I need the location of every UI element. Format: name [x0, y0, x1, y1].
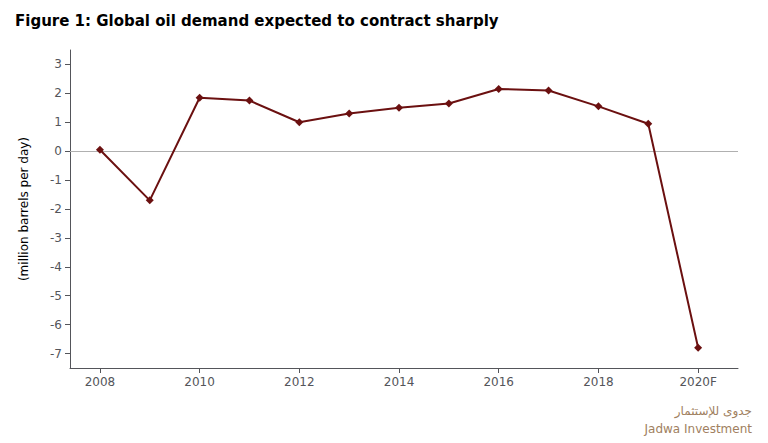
- svg-text:2014: 2014: [384, 375, 415, 389]
- svg-text:-5: -5: [50, 289, 62, 303]
- svg-text:2020F: 2020F: [679, 375, 717, 389]
- svg-text:Figure 1: Global oil demand ex: Figure 1: Global oil demand expected to …: [15, 12, 499, 30]
- svg-text:-2: -2: [50, 202, 62, 216]
- svg-text:-3: -3: [50, 231, 62, 245]
- svg-text:1: 1: [54, 115, 62, 129]
- svg-text:2012: 2012: [284, 375, 315, 389]
- svg-text:-1: -1: [50, 173, 62, 187]
- svg-text:2010: 2010: [184, 375, 215, 389]
- svg-text:2018: 2018: [583, 375, 614, 389]
- svg-text:2016: 2016: [483, 375, 514, 389]
- svg-text:جدوى للإستثمار: جدوى للإستثمار: [674, 404, 752, 419]
- svg-text:0: 0: [54, 144, 62, 158]
- svg-text:Jadwa Investment: Jadwa Investment: [644, 422, 753, 436]
- svg-text:-7: -7: [50, 347, 62, 361]
- svg-text:2: 2: [54, 86, 62, 100]
- svg-text:-4: -4: [50, 260, 62, 274]
- svg-text:2008: 2008: [85, 375, 116, 389]
- svg-text:3: 3: [54, 57, 62, 71]
- svg-text:-6: -6: [50, 318, 62, 332]
- svg-text:(million barrels per day): (million barrels per day): [17, 137, 31, 281]
